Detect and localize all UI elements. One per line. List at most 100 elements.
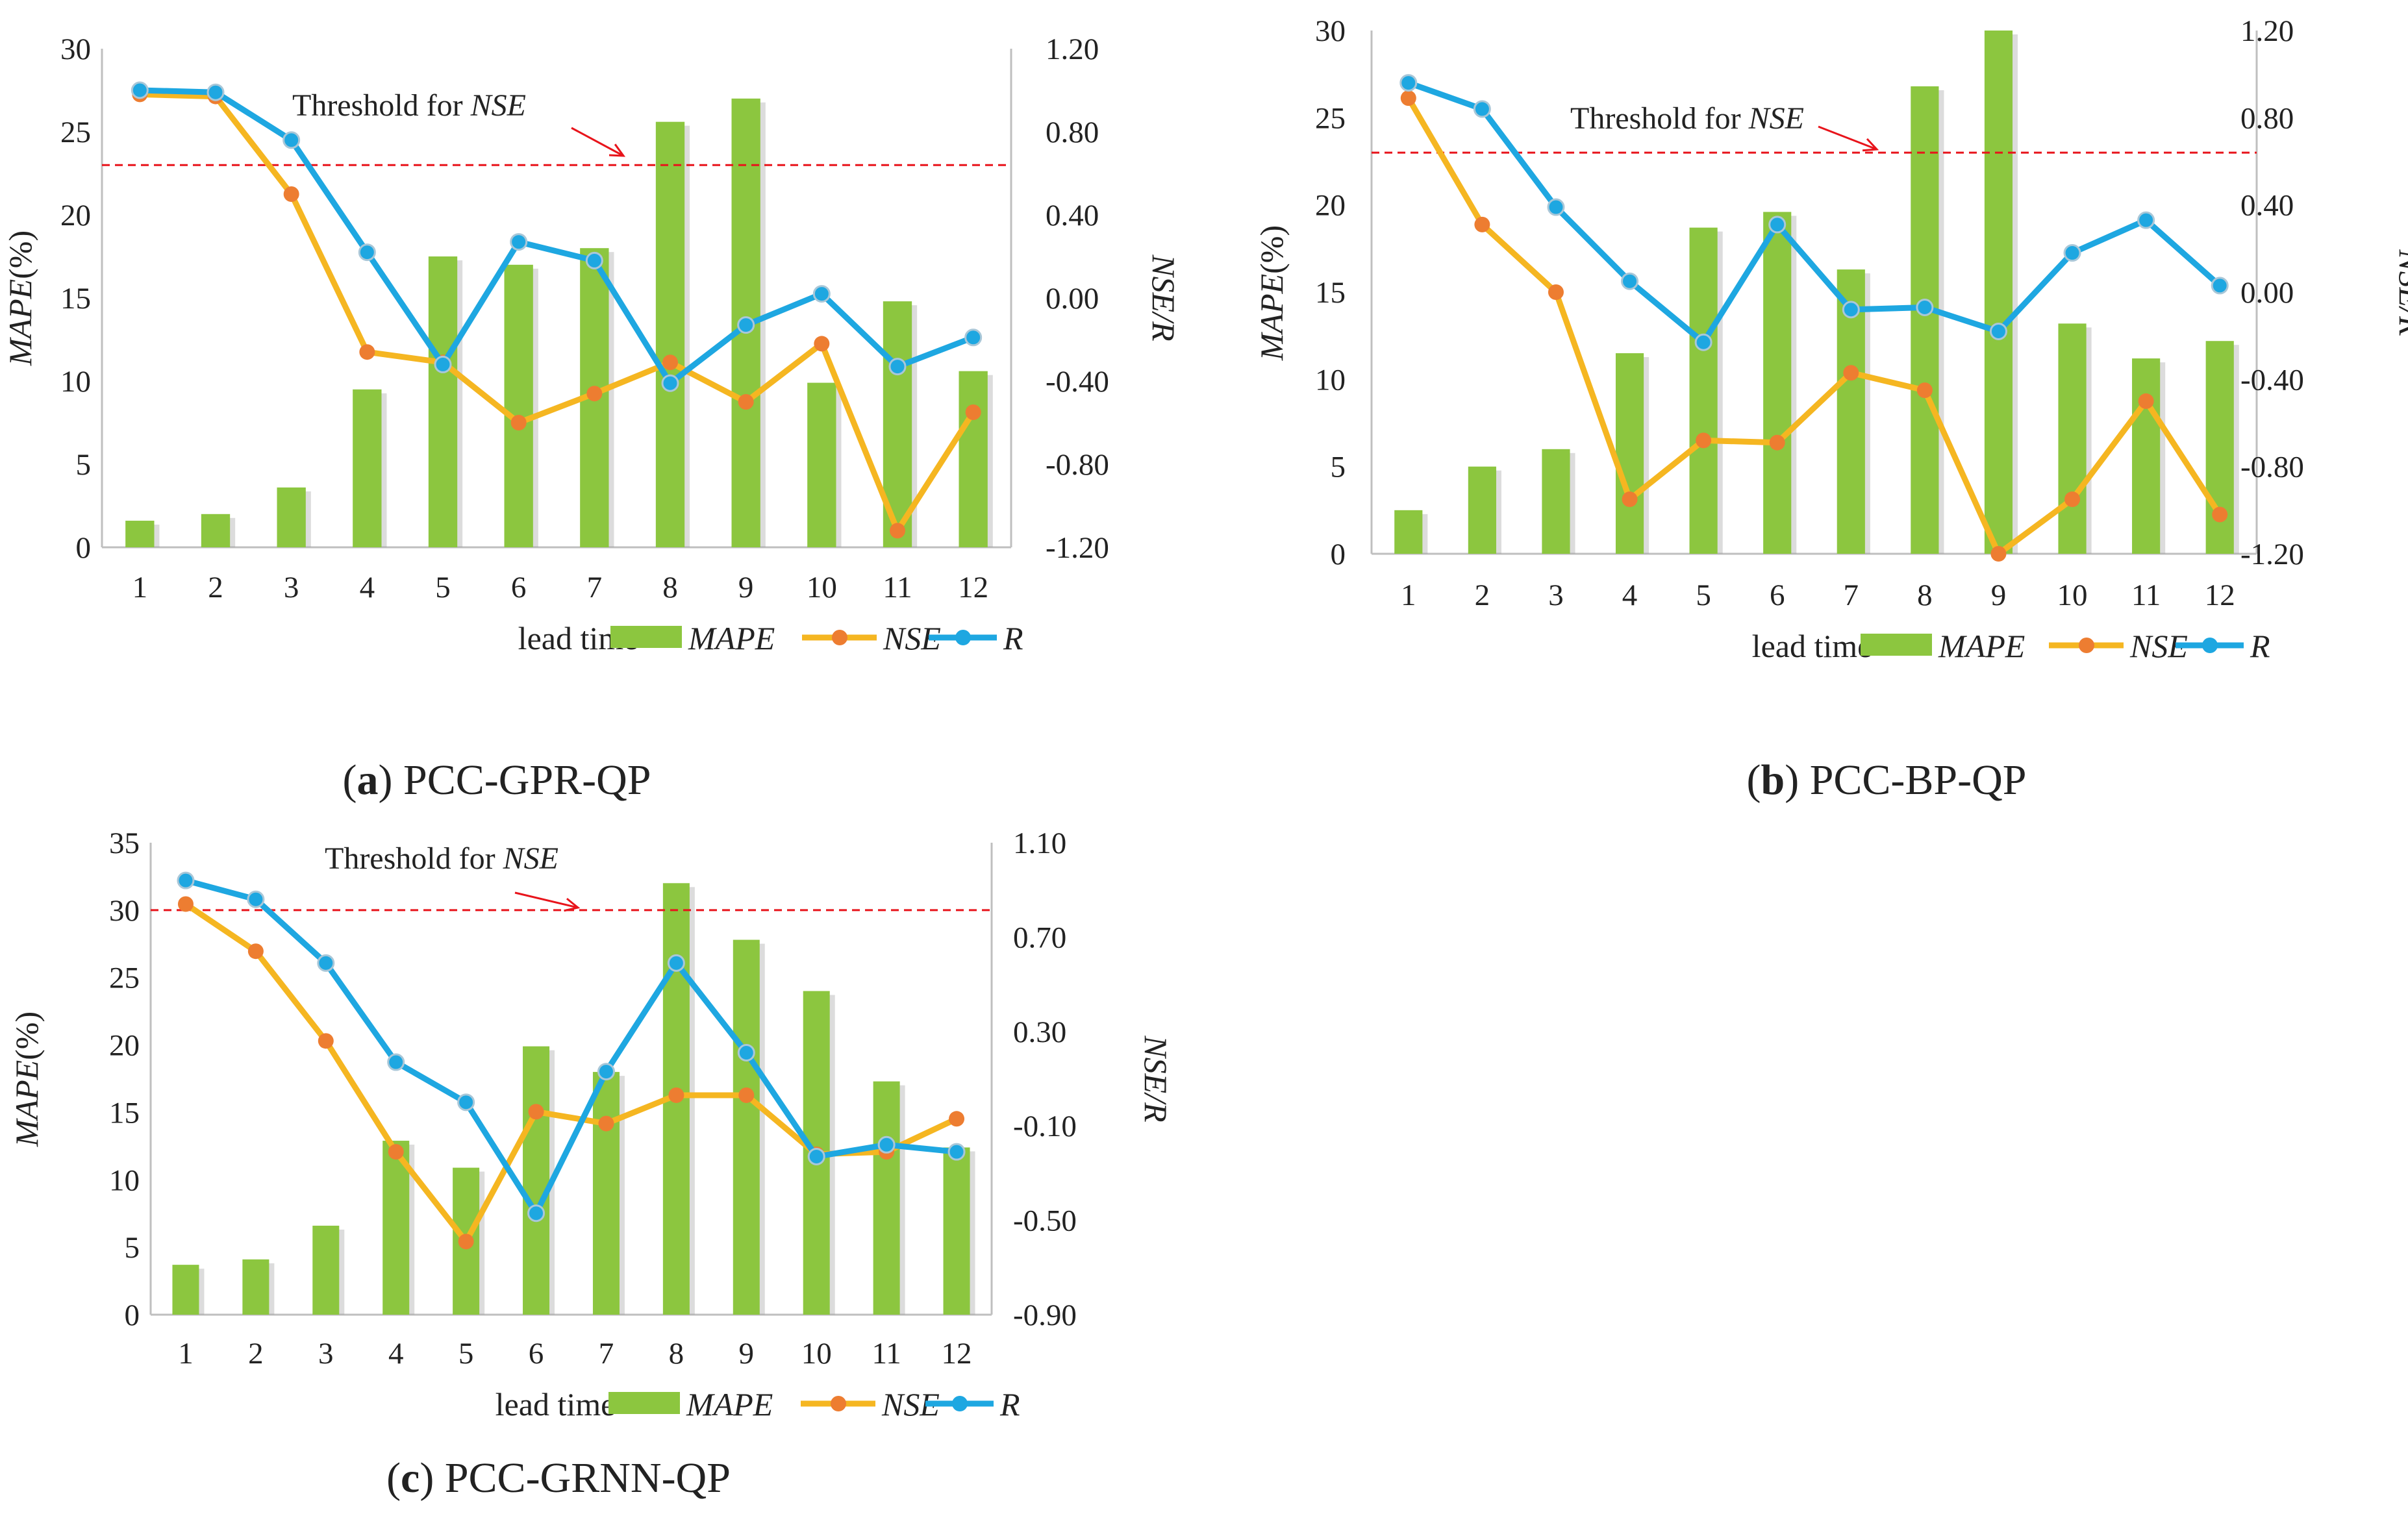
x-tick-label: 8 <box>1917 578 1933 612</box>
x-tick-label: 9 <box>738 571 754 604</box>
left-tick-label: 10 <box>60 365 91 399</box>
nse-point <box>814 336 830 352</box>
y-axis-right-title: NSE/R <box>1146 254 1182 341</box>
mape-bar <box>353 389 382 547</box>
mape-bar <box>1763 212 1792 554</box>
legend-mape-label: MAPE <box>686 1386 773 1422</box>
r-point <box>1694 333 1712 351</box>
left-tick-label: 20 <box>1315 189 1346 223</box>
mape-bar <box>592 1072 620 1315</box>
nse-point <box>247 943 264 960</box>
r-point <box>807 1147 825 1165</box>
x-tick-label: 7 <box>599 1337 614 1371</box>
r-point <box>2063 244 2081 262</box>
left-tick-label: 25 <box>109 962 140 995</box>
nse-point <box>668 1087 684 1103</box>
nse-point <box>586 386 603 402</box>
mape-bar <box>1468 466 1496 554</box>
nse-point <box>458 1234 474 1250</box>
legend-nse-marker <box>2079 638 2094 653</box>
x-tick-label: 3 <box>318 1337 334 1371</box>
nse-point <box>1400 90 1416 106</box>
nse-point <box>388 1144 404 1160</box>
mape-bar <box>655 121 685 547</box>
right-tick-label: 0.00 <box>2240 276 2294 310</box>
left-tick-label: 35 <box>109 826 140 860</box>
r-point <box>597 1063 615 1081</box>
threshold-arrowhead <box>1862 138 1879 152</box>
x-tick-label: 10 <box>801 1337 832 1371</box>
x-axis-title: lead time <box>495 1386 616 1422</box>
r-point <box>1989 322 2007 340</box>
threshold-label-text: Threshold for <box>325 841 503 876</box>
nse-point <box>283 186 299 202</box>
caption-close-paren: ) <box>420 1454 444 1502</box>
r-point <box>387 1053 405 1071</box>
x-tick-label: 9 <box>739 1337 755 1371</box>
nse-point <box>1474 216 1490 232</box>
legend-mape-swatch <box>608 1392 680 1414</box>
threshold-label: Threshold for NSE <box>325 841 558 876</box>
caption-letter: c <box>401 1454 420 1502</box>
x-tick-label: 11 <box>2131 578 2161 612</box>
panel-caption: (c) PCC-GRNN-QP <box>386 1454 731 1502</box>
y-axis-left-title-var: MAPE <box>2 279 38 366</box>
nse-point <box>598 1115 614 1132</box>
mape-bar <box>873 1081 900 1315</box>
r-point <box>585 251 603 269</box>
x-tick-label: 1 <box>1401 578 1416 612</box>
r-point <box>947 1143 966 1161</box>
chart-panel-b: 051015202530-1.20-0.80-0.400.000.400.801… <box>1253 14 2408 804</box>
left-tick-label: 15 <box>109 1096 140 1130</box>
legend-nse-marker <box>832 630 847 645</box>
threshold-arrowhead <box>564 897 581 912</box>
right-tick-label: -0.80 <box>2240 451 2304 484</box>
mape-bar <box>1689 227 1718 554</box>
nse-point <box>2138 393 2154 409</box>
r-point <box>1473 100 1491 118</box>
threshold-arrow <box>1818 125 1877 151</box>
x-tick-label: 6 <box>529 1337 544 1371</box>
threshold-arrow <box>571 127 624 157</box>
right-tick-label: 0.80 <box>2240 101 2294 135</box>
y-axis-left-title-var: MAPE <box>8 1060 45 1147</box>
threshold-label-var: NSE <box>470 88 526 123</box>
caption-title: PCC-BP-QP <box>1810 756 2027 804</box>
x-tick-label: 12 <box>2205 578 2235 612</box>
x-tick-label: 11 <box>872 1337 901 1371</box>
nse-point <box>528 1104 544 1120</box>
caption-close-paren: ) <box>379 756 403 804</box>
mape-bar <box>172 1265 199 1315</box>
nse-point <box>1622 491 1638 508</box>
nse-point <box>1548 284 1564 300</box>
mape-bar <box>2058 323 2087 554</box>
threshold-arrowhead <box>608 143 626 157</box>
r-point <box>1916 299 1934 317</box>
mape-bar <box>277 487 306 547</box>
x-tick-label: 4 <box>360 571 375 604</box>
legend-r-marker <box>955 630 971 645</box>
mape-bar <box>242 1259 270 1315</box>
r-point <box>667 954 685 972</box>
right-tick-label: -1.20 <box>2240 538 2304 571</box>
nse-point <box>890 523 905 539</box>
threshold-label-text: Threshold for <box>292 88 471 123</box>
left-tick-label: 20 <box>109 1029 140 1063</box>
x-tick-label: 4 <box>1622 578 1638 612</box>
x-tick-label: 8 <box>669 1337 684 1371</box>
left-tick-label: 0 <box>76 531 92 565</box>
left-tick-label: 10 <box>1315 363 1346 397</box>
r-point <box>358 243 376 262</box>
x-tick-label: 10 <box>2057 578 2088 612</box>
nse-point <box>949 1111 965 1127</box>
legend: MAPE NSE R <box>1861 628 2270 664</box>
r-point <box>510 233 528 251</box>
r-point <box>527 1204 546 1222</box>
y-axis-left-title-unit: (%) <box>1253 225 1290 274</box>
x-tick-label: 12 <box>942 1337 972 1371</box>
right-tick-label: 1.20 <box>1046 32 1099 66</box>
y-axis-left-title: MAPE(%) <box>2 230 38 366</box>
r-point <box>131 81 149 99</box>
mape-bar <box>201 514 231 547</box>
r-point <box>737 316 755 334</box>
